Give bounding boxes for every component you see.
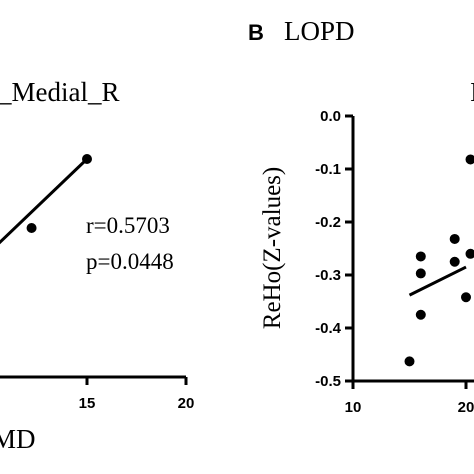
panel-b-cropped-title: I	[470, 77, 474, 107]
panel-b-label: B	[248, 20, 264, 45]
panel-b-y-tick-label: 0.0	[320, 108, 341, 125]
panel-b-points	[404, 154, 474, 367]
panel-b-y-tick-label: -0.5	[315, 373, 341, 390]
panel-a-title: _Medial_R	[0, 77, 120, 107]
data-point	[415, 268, 426, 279]
panel-b: B LOPD I ReHo(Z-values) 0.0 -0.1 -0.2 -0.3 -…	[248, 16, 474, 416]
data-point	[415, 251, 426, 262]
panel-b-title: LOPD	[284, 16, 355, 46]
data-point	[465, 248, 474, 259]
data-point	[415, 309, 426, 320]
data-point	[82, 154, 92, 164]
panel-a-x-tick-label: 20	[178, 395, 195, 412]
regression-line	[408, 265, 467, 297]
panel-b-x-tick-label: 20	[458, 399, 474, 416]
panel-a-x-tick-label: 15	[79, 395, 96, 412]
panel-b-y-axis-label: ReHo(Z-values)	[259, 167, 286, 329]
panel-b-x-tick-label: 10	[345, 399, 362, 416]
panel-a-r-annotation: r=0.5703	[86, 213, 170, 238]
panel-b-y-tick-label: -0.3	[315, 267, 341, 284]
data-point	[26, 223, 37, 233]
data-point	[449, 256, 460, 267]
panel-b-y-ticks: 0.0 -0.1 -0.2 -0.3 -0.4 -0.5	[315, 108, 353, 390]
data-point	[404, 356, 415, 367]
panel-b-fit-line	[408, 265, 467, 297]
panel-b-y-tick-label: -0.1	[315, 161, 341, 178]
data-point	[461, 292, 471, 303]
data-point	[449, 233, 460, 244]
panel-a-points	[26, 154, 92, 233]
panel-a: _Medial_R r=0.5703 p=0.0448 15 20 MD	[0, 77, 194, 454]
panel-a-fit-line	[0, 157, 89, 245]
panel-a-p-annotation: p=0.0448	[86, 249, 174, 274]
regression-line	[0, 157, 89, 245]
data-point	[465, 154, 474, 165]
panel-b-y-tick-label: -0.2	[315, 214, 341, 231]
panel-b-y-tick-label: -0.4	[315, 320, 342, 337]
panel-a-x-axis-label: MD	[0, 424, 36, 454]
